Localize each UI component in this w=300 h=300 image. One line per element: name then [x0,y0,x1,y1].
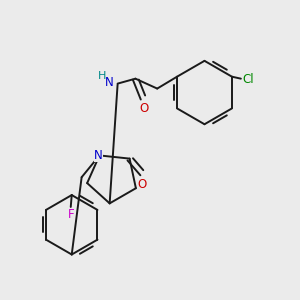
Text: N: N [94,149,103,162]
Text: Cl: Cl [242,73,254,86]
Text: H: H [98,71,106,81]
Text: N: N [105,76,114,89]
Text: F: F [68,208,74,221]
Text: O: O [138,178,147,191]
Text: O: O [140,102,149,115]
